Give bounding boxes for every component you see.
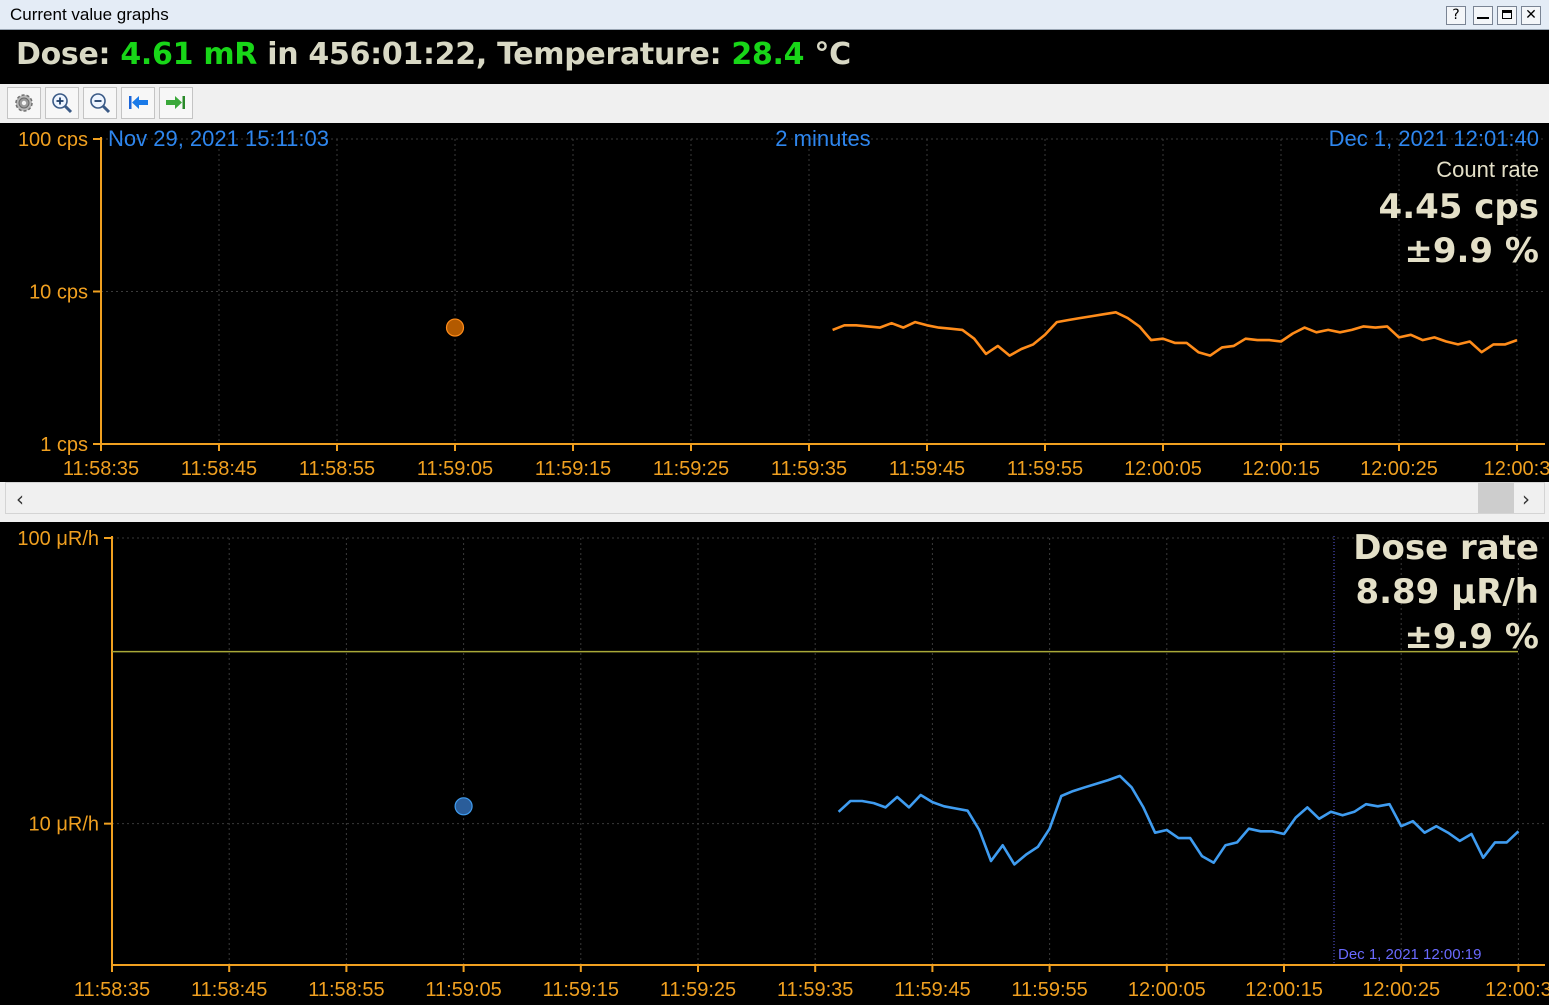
scroll-to-end-button[interactable] <box>159 87 193 119</box>
x-tick-label: 11:59:05 <box>425 979 501 1001</box>
series-line[interactable] <box>832 311 1518 357</box>
x-tick-label: 12:00:3 <box>1485 979 1549 1001</box>
settings-button[interactable] <box>7 87 41 119</box>
y-tick-label: 10 cps <box>29 282 88 304</box>
scroll-left-icon <box>129 96 148 109</box>
maximize-button[interactable] <box>1497 6 1517 25</box>
zoom-in-button[interactable] <box>45 87 79 119</box>
scrollbar-thumb[interactable] <box>1478 483 1514 513</box>
dose-label: Dose: <box>16 37 121 72</box>
x-tick-label: 11:59:45 <box>894 979 970 1001</box>
dose-rate-value: 8.89 μR/h <box>1355 572 1539 612</box>
x-tick-label: 12:00:15 <box>1242 458 1320 480</box>
count-rate-error: ±9.9 % <box>1404 231 1539 271</box>
series-line[interactable] <box>837 774 1520 866</box>
x-tick-label: 11:58:45 <box>181 458 257 480</box>
dose-rate-title: Dose rate <box>1353 528 1539 568</box>
scroll-to-end-icon <box>166 96 185 109</box>
x-tick-label: 11:59:45 <box>889 458 965 480</box>
x-tick-label: 11:59:05 <box>417 458 493 480</box>
y-tick-label: 10 μR/h <box>29 814 99 836</box>
close-button[interactable]: ✕ <box>1521 6 1541 25</box>
minimize-button[interactable] <box>1473 6 1493 25</box>
x-tick-label: 12:00:15 <box>1245 979 1323 1001</box>
dose-summary-text: Dose: 4.61 mR in 456:01:22, Temperature:… <box>16 37 851 72</box>
dose-summary-bar: Dose: 4.61 mR in 456:01:22, Temperature:… <box>0 31 1549 83</box>
zoom-out-icon <box>90 93 111 114</box>
y-tick-label: 1 cps <box>40 434 88 456</box>
chart-horizontal-scrollbar[interactable]: ‹ › <box>5 482 1545 514</box>
x-tick-label: 12:00:05 <box>1128 979 1206 1001</box>
dose-rate-chart-panel[interactable]: 11:58:35 11:58:45 11:58:55 11:59:05 11:59:15… <box>0 522 1549 1005</box>
window-title: Current value graphs <box>10 5 169 24</box>
chart-time-span: 2 minutes <box>775 126 870 151</box>
x-tick-label: 11:59:15 <box>543 979 619 1001</box>
x-tick-label: 11:58:55 <box>299 458 375 480</box>
x-tick-label: 12:00:25 <box>1362 979 1440 1001</box>
x-tick-label: 11:59:35 <box>777 979 853 1001</box>
maximize-icon <box>1502 10 1512 19</box>
x-tick-label: 11:59:55 <box>1007 458 1083 480</box>
scroll-left-arrow-icon[interactable]: ‹ <box>16 487 24 511</box>
x-tick-label: 11:59:35 <box>771 458 847 480</box>
count-rate-chart-panel[interactable]: 11:58:35 11:58:45 11:58:55 11:59:05 11:59:15… <box>0 123 1549 482</box>
window-titlebar: Current value graphs ? ✕ <box>0 0 1549 30</box>
x-tick-label: 12:00:05 <box>1124 458 1202 480</box>
data-point[interactable] <box>445 318 465 337</box>
zoom-out-button[interactable] <box>83 87 117 119</box>
temperature-value: 28.4 <box>731 37 805 72</box>
scroll-right-arrow-icon[interactable]: › <box>1522 487 1530 511</box>
graph-toolbar <box>0 84 1549 124</box>
y-tick-label: 100 μR/h <box>17 528 99 550</box>
x-tick-label: 11:58:45 <box>191 979 267 1001</box>
dose-rate-error: ±9.9 % <box>1404 617 1539 657</box>
count-rate-title: Count rate <box>1436 157 1539 182</box>
x-tick-label: 12:00:25 <box>1360 458 1438 480</box>
x-tick-label: 11:59:25 <box>653 458 729 480</box>
dose-value: 4.61 mR <box>120 37 258 72</box>
chart-start-date: Nov 29, 2021 15:11:03 <box>108 126 329 151</box>
x-tick-label: 11:59:25 <box>660 979 736 1001</box>
x-tick-label: 11:58:35 <box>63 458 139 480</box>
help-button[interactable]: ? <box>1446 6 1466 25</box>
x-tick-label: 12:00:3 <box>1484 458 1549 480</box>
zoom-in-icon <box>52 93 73 114</box>
x-tick-label: 11:58:55 <box>308 979 384 1001</box>
y-tick-label: 100 cps <box>18 129 88 151</box>
count-rate-chart[interactable]: 11:58:35 11:58:45 11:58:55 11:59:05 11:59:15… <box>0 123 1549 482</box>
count-rate-value: 4.45 cps <box>1379 187 1539 227</box>
x-tick-label: 11:59:55 <box>1011 979 1087 1001</box>
minimize-icon <box>1477 17 1489 19</box>
duration-temperature-label: in 456:01:22, Temperature: <box>257 37 732 72</box>
panel-separator[interactable] <box>0 514 1549 522</box>
scroll-left-button[interactable] <box>121 87 155 119</box>
x-tick-label: 11:59:15 <box>535 458 611 480</box>
time-cursor-label: Dec 1, 2021 12:00:19 <box>1338 946 1481 963</box>
gear-icon <box>15 94 33 112</box>
chart-end-date: Dec 1, 2021 12:01:40 <box>1329 126 1539 151</box>
x-tick-label: 11:58:35 <box>74 979 150 1001</box>
data-point[interactable] <box>454 797 473 816</box>
dose-rate-chart[interactable]: 11:58:35 11:58:45 11:58:55 11:59:05 11:59:15… <box>0 522 1549 1005</box>
temperature-unit: °C <box>804 37 851 72</box>
